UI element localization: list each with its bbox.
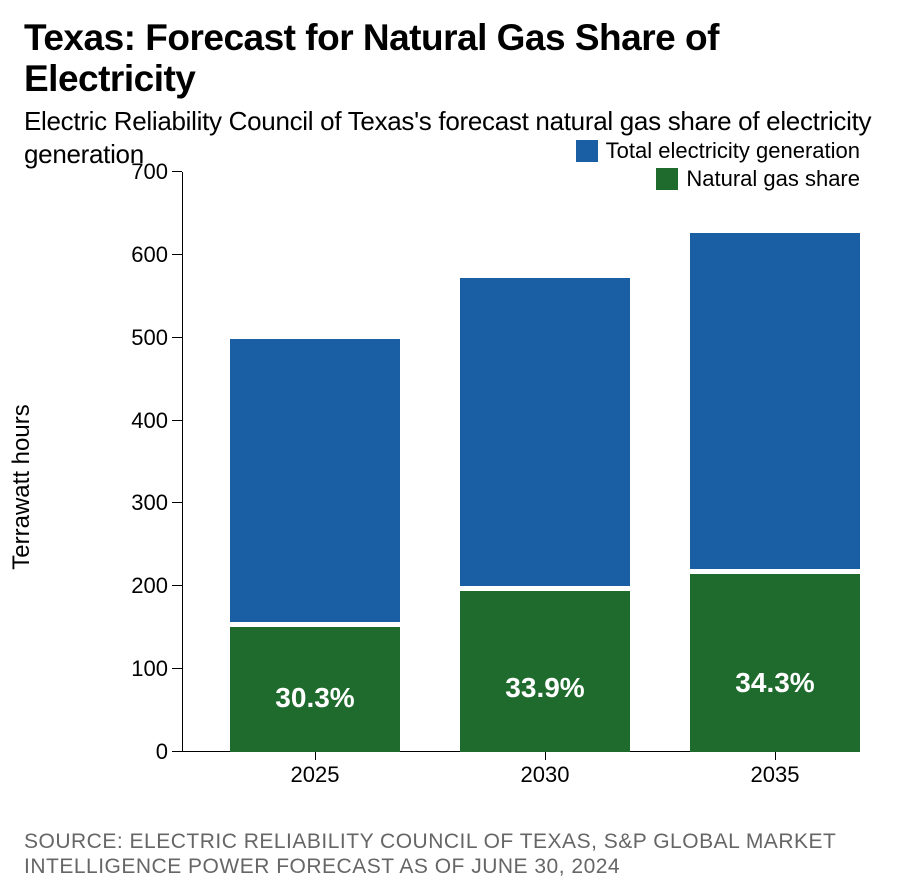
legend-label: Total electricity generation [606,138,860,164]
source-text: SOURCE: ELECTRIC RELIABILITY COUNCIL OF … [24,829,876,879]
y-tick-mark [172,668,182,669]
plot-area: 30.3%202533.9%203034.3%2035 010020030040… [128,172,860,752]
x-tick-label: 2035 [690,762,860,788]
y-tick-mark [172,337,182,338]
y-tick-mark [172,751,182,752]
bar-gas [690,574,860,752]
y-tick-label: 700 [112,159,168,185]
y-tick-mark [172,171,182,172]
y-tick-label: 500 [112,325,168,351]
bar-gap [460,586,630,591]
y-tick-mark [172,420,182,421]
x-tick-mark [315,752,316,760]
chart-area: Terrawatt hours 30.3%202533.9%203034.3%2… [40,172,860,802]
legend-item: Total electricity generation [576,138,860,164]
y-tick-label: 0 [112,739,168,765]
y-tick-label: 200 [112,573,168,599]
y-axis-label: Terrawatt hours [8,404,36,569]
x-tick-label: 2030 [460,762,630,788]
bars-container: 30.3%202533.9%203034.3%2035 [182,172,860,752]
x-tick-label: 2025 [230,762,400,788]
bar-gap [690,569,860,574]
x-tick-mark [775,752,776,760]
bar-gap [230,622,400,627]
y-tick-label: 100 [112,656,168,682]
y-tick-label: 600 [112,242,168,268]
y-tick-label: 400 [112,408,168,434]
bar-pct-label: 34.3% [690,667,860,699]
y-tick-mark [172,585,182,586]
bar-pct-label: 30.3% [230,682,400,714]
bar-pct-label: 33.9% [460,672,630,704]
y-tick-label: 300 [112,490,168,516]
y-tick-mark [172,502,182,503]
legend-swatch [576,140,598,162]
y-tick-mark [172,254,182,255]
x-tick-mark [545,752,546,760]
chart-title: Texas: Forecast for Natural Gas Share of… [24,18,876,99]
